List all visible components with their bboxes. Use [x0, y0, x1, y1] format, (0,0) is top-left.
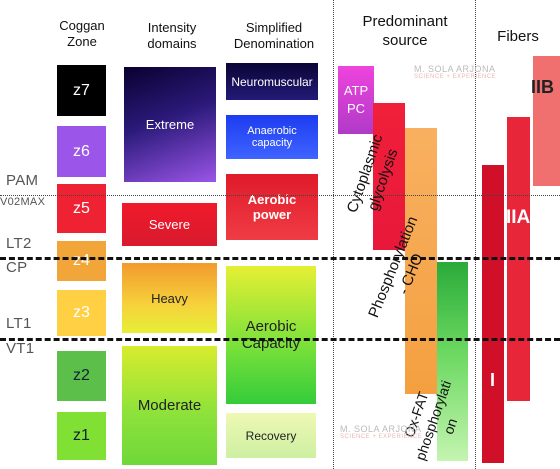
source-glycolysis-bar — [373, 103, 405, 250]
vt1-label: VT1 — [6, 340, 35, 357]
fiber-iib-bar — [533, 56, 560, 186]
cp-label: CP — [6, 259, 28, 276]
zone-z3: z3 — [57, 290, 106, 336]
fibers-column-divider — [475, 0, 476, 469]
fiber-i-label: I — [490, 370, 496, 390]
zone-z2: z2 — [57, 351, 106, 401]
domain-severe: Severe — [122, 203, 217, 246]
zone-z4: z4 — [57, 241, 106, 281]
domain-extreme: Extreme — [124, 67, 216, 182]
fiber-iia-label: IIA — [506, 207, 531, 228]
zone-z6: z6 — [57, 126, 106, 177]
fibers-header: Fibers — [497, 28, 539, 45]
simplified-denomination-header: Simplified Denomination — [233, 20, 315, 51]
source-column-divider — [333, 0, 334, 469]
source-atp-pc: ATP PC — [338, 66, 374, 134]
vt1-threshold-line — [0, 338, 560, 341]
zone-z7: z7 — [57, 65, 106, 116]
watermark-bottom: M. SOLA ARJONA SCIENCE + EXPERIENCE — [340, 424, 423, 440]
cp-threshold-line — [0, 257, 560, 260]
intensity-domains-header: Intensity domains — [147, 20, 197, 51]
vo2max-threshold-line — [0, 195, 560, 196]
coggan-zone-header: Coggan Zone — [59, 18, 105, 49]
predominant-source-header: Predominant source — [362, 13, 448, 49]
source-phosphorylation-cho-bar — [405, 128, 437, 394]
lt2-label: LT2 — [6, 235, 32, 252]
simplified-aerobic-capacity: Aerobic Capacity — [226, 266, 316, 404]
watermark-top: M. SOLA ARJONA SCIENCE + EXPERIENCE — [414, 64, 497, 80]
simplified-anaerobic-capacity: Anaerobic capacity — [226, 115, 318, 159]
lt1-label: LT1 — [6, 315, 32, 332]
fiber-i-bar — [482, 165, 504, 463]
vo2max-label: V02MAX — [0, 196, 46, 208]
source-ox-fat-bar — [437, 262, 468, 461]
zone-z1: z1 — [57, 412, 106, 460]
domain-moderate: Moderate — [122, 346, 217, 465]
zone-z5: z5 — [57, 184, 106, 233]
domain-heavy: Heavy — [122, 263, 217, 333]
simplified-recovery: Recovery — [226, 413, 316, 458]
simplified-aerobic-power: Aerobic power — [226, 174, 318, 240]
simplified-neuromuscular: Neuromuscular — [226, 63, 318, 100]
fiber-iib-label: IIB — [531, 77, 555, 97]
pam-label: PAM — [6, 172, 39, 189]
